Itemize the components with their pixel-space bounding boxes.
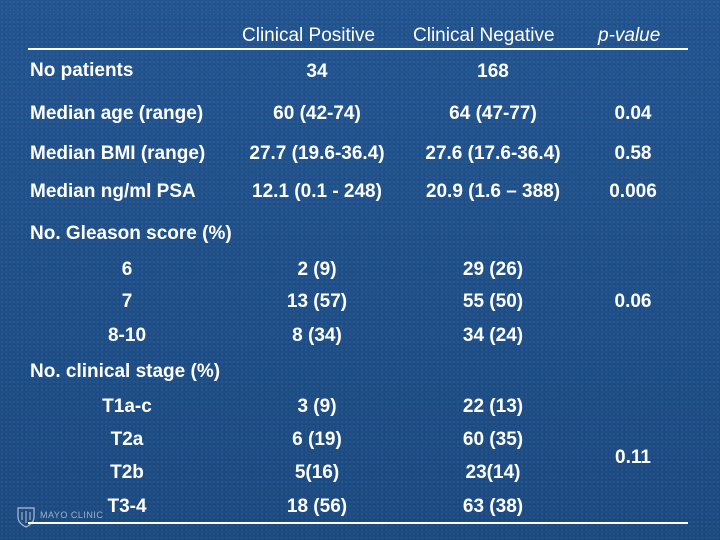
- stage-row-positive: 18 (56): [286, 496, 348, 517]
- stage-row-negative: 60 (35): [462, 429, 524, 450]
- gleason-p-value: 0.06: [614, 291, 652, 312]
- row-label-psa: Median ng/ml PSA: [30, 181, 196, 202]
- gleason-row-label: 6: [121, 259, 133, 280]
- header-clinical-negative: Clinical Negative: [413, 25, 555, 46]
- mayo-shield-icon: [17, 507, 35, 528]
- psa-negative: 20.9 (1.6 – 388): [425, 181, 561, 202]
- row-label-bmi: Median BMI (range): [30, 143, 206, 164]
- header-clinical-positive: Clinical Positive: [242, 25, 376, 46]
- footer-rule: [28, 522, 688, 524]
- stage-row-label: T1a-c: [102, 396, 152, 417]
- psa-positive: 12.1 (0.1 - 248): [252, 181, 382, 202]
- stage-row-negative: 23(14): [465, 462, 521, 483]
- gleason-row-label: 8-10: [107, 325, 147, 346]
- stage-p-value: 0.11: [615, 447, 651, 468]
- stage-row-label: T2b: [110, 462, 144, 483]
- age-positive: 60 (42-74): [273, 103, 361, 124]
- bmi-p-value: 0.58: [614, 143, 652, 164]
- row-label-patients: No patients: [30, 60, 134, 81]
- gleason-section-title: No. Gleason score (%): [30, 223, 232, 244]
- gleason-row-negative: 29 (26): [462, 259, 524, 280]
- gleason-row-negative: 55 (50): [462, 291, 524, 312]
- stage-row-positive: 5(16): [294, 462, 340, 483]
- header-rule: [28, 48, 688, 50]
- stage-row-positive: 3 (9): [297, 396, 337, 417]
- stage-row-positive: 6 (19): [292, 429, 342, 450]
- age-p-value: 0.04: [614, 103, 652, 124]
- header-p-value: p-value: [598, 25, 661, 46]
- patients-negative: 168: [477, 61, 509, 82]
- bmi-positive: 27.7 (19.6-36.4): [249, 143, 385, 164]
- patients-positive: 34: [306, 61, 328, 82]
- stage-row-label: T3-4: [107, 496, 147, 517]
- gleason-row-positive: 13 (57): [286, 291, 348, 312]
- stage-row-negative: 63 (38): [462, 496, 524, 517]
- stage-row-negative: 22 (13): [462, 396, 524, 417]
- age-negative: 64 (47-77): [449, 103, 537, 124]
- gleason-row-label: 7: [121, 291, 133, 312]
- gleason-row-positive: 2 (9): [297, 259, 337, 280]
- mayo-logo-text: MAYO CLINIC: [40, 510, 104, 520]
- stage-row-label: T2a: [110, 429, 144, 450]
- gleason-row-positive: 8 (34): [292, 325, 342, 346]
- gleason-row-negative: 34 (24): [462, 325, 524, 346]
- row-label-age: Median age (range): [30, 103, 204, 124]
- bmi-negative: 27.6 (17.6-36.4): [425, 143, 561, 164]
- psa-p-value: 0.006: [609, 181, 657, 202]
- stage-section-title: No. clinical stage (%): [30, 361, 221, 382]
